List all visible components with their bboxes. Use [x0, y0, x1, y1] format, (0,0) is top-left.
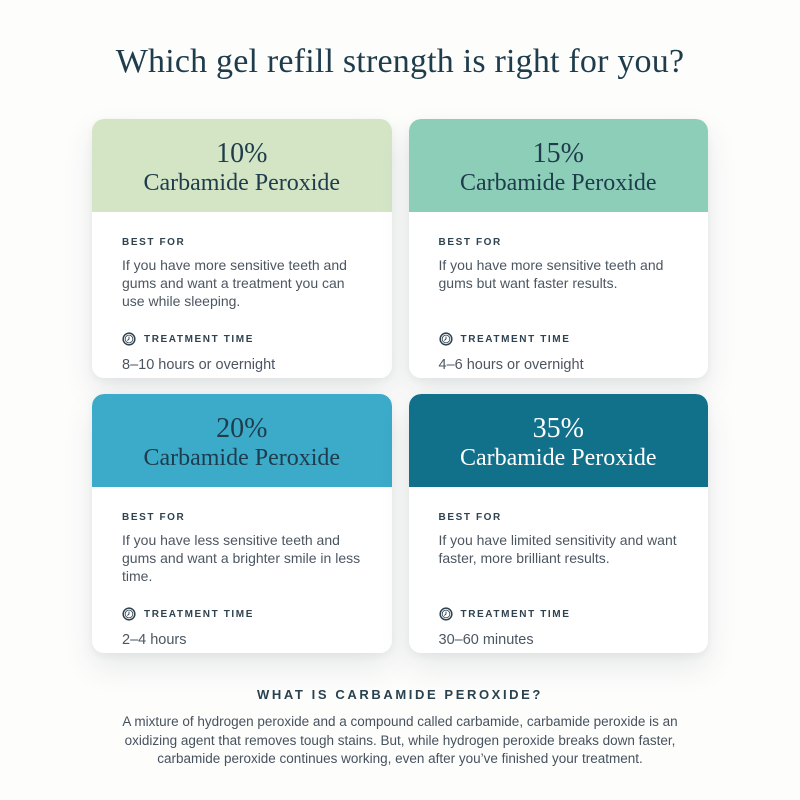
treatment-time-label: TREATMENT TIME — [144, 608, 254, 620]
treatment-time-value: 30–60 minutes — [438, 632, 534, 648]
compound-name: Carbamide Peroxide — [459, 444, 657, 471]
treatment-time-row: TREATMENT TIME — [438, 607, 679, 621]
footer-section: WHAT IS CARBAMIDE PEROXIDE? A mixture of… — [0, 687, 800, 769]
best-for-text: If you have more sensitive teeth and gum… — [438, 257, 664, 291]
card-header: 20% Carbamide Peroxide — [92, 394, 392, 487]
treatment-time-label: TREATMENT TIME — [460, 608, 571, 620]
strength-value: 20% — [216, 412, 268, 444]
best-for-text: If you have less sensitive teeth and gum… — [122, 532, 361, 584]
compound-name: Carbamide Peroxide — [459, 169, 657, 196]
footer-heading: WHAT IS CARBAMIDE PEROXIDE? — [257, 687, 543, 702]
card-body: BEST FOR If you have more sensitive teet… — [409, 212, 709, 378]
treatment-time-label: TREATMENT TIME — [460, 333, 571, 345]
card-body: BEST FOR If you have less sensitive teet… — [92, 487, 392, 653]
card-strength-10: 10% Carbamide Peroxide BEST FOR If you h… — [92, 119, 392, 378]
compound-name: Carbamide Peroxide — [143, 444, 341, 471]
treatment-time-row: TREATMENT TIME — [122, 332, 362, 346]
best-for-text: If you have limited sensitivity and want… — [438, 532, 677, 566]
strength-value: 15% — [532, 137, 584, 169]
strength-value: 35% — [532, 412, 584, 444]
card-strength-35: 35% Carbamide Peroxide BEST FOR If you h… — [408, 394, 709, 653]
treatment-time-row: TREATMENT TIME — [438, 332, 679, 346]
card-grid: 10% Carbamide Peroxide BEST FOR If you h… — [92, 119, 708, 653]
best-for-label: BEST FOR — [438, 512, 502, 523]
best-for-label: BEST FOR — [438, 237, 502, 248]
clock-icon — [438, 332, 453, 346]
card-header: 10% Carbamide Peroxide — [92, 119, 392, 212]
clock-icon — [122, 332, 136, 346]
card-header: 35% Carbamide Peroxide — [408, 394, 708, 487]
compound-name: Carbamide Peroxide — [143, 169, 341, 196]
treatment-time-value: 4–6 hours or overnight — [438, 357, 584, 373]
clock-icon — [122, 607, 136, 621]
best-for-label: BEST FOR — [122, 237, 186, 248]
best-for-label: BEST FOR — [122, 512, 186, 523]
page-title: Which gel refill strength is right for y… — [115, 43, 685, 80]
clock-icon — [438, 607, 453, 621]
treatment-time-value: 2–4 hours — [122, 632, 187, 648]
strength-value: 10% — [216, 137, 268, 169]
treatment-time-value: 8–10 hours or overnight — [122, 357, 276, 373]
card-header: 15% Carbamide Peroxide — [408, 119, 708, 212]
treatment-time-label: TREATMENT TIME — [144, 333, 254, 345]
card-body: BEST FOR If you have limited sensitivity… — [409, 487, 709, 653]
card-body: BEST FOR If you have more sensitive teet… — [92, 212, 392, 378]
card-strength-20: 20% Carbamide Peroxide BEST FOR If you h… — [92, 394, 392, 653]
card-strength-15: 15% Carbamide Peroxide BEST FOR If you h… — [408, 119, 709, 378]
best-for-text: If you have more sensitive teeth and gum… — [122, 257, 347, 309]
footer-text: A mixture of hydrogen peroxide and a com… — [122, 714, 678, 766]
treatment-time-row: TREATMENT TIME — [122, 607, 362, 621]
